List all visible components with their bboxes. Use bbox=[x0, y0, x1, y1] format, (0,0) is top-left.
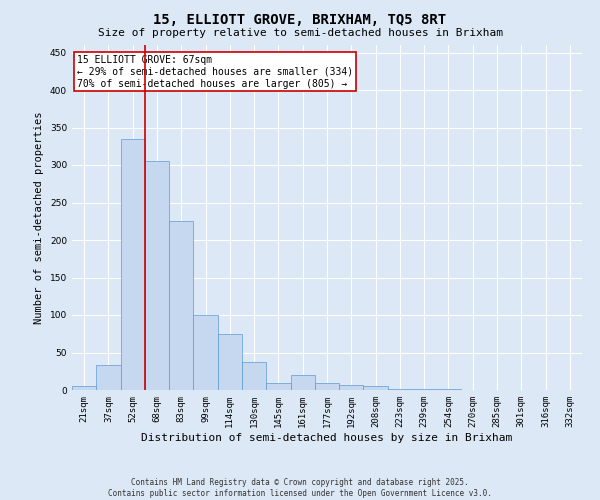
X-axis label: Distribution of semi-detached houses by size in Brixham: Distribution of semi-detached houses by … bbox=[142, 432, 512, 442]
Y-axis label: Number of semi-detached properties: Number of semi-detached properties bbox=[34, 112, 44, 324]
Bar bbox=[436, 389, 461, 390]
Bar bbox=[121, 138, 145, 390]
Bar bbox=[193, 315, 218, 390]
Bar bbox=[412, 389, 436, 390]
Bar bbox=[242, 362, 266, 390]
Text: Size of property relative to semi-detached houses in Brixham: Size of property relative to semi-detach… bbox=[97, 28, 503, 38]
Bar bbox=[72, 386, 96, 390]
Bar bbox=[266, 382, 290, 390]
Bar bbox=[218, 334, 242, 390]
Bar bbox=[169, 221, 193, 390]
Bar bbox=[364, 386, 388, 390]
Text: 15, ELLIOTT GROVE, BRIXHAM, TQ5 8RT: 15, ELLIOTT GROVE, BRIXHAM, TQ5 8RT bbox=[154, 12, 446, 26]
Text: 15 ELLIOTT GROVE: 67sqm
← 29% of semi-detached houses are smaller (334)
70% of s: 15 ELLIOTT GROVE: 67sqm ← 29% of semi-de… bbox=[77, 56, 353, 88]
Bar bbox=[290, 375, 315, 390]
Bar bbox=[145, 161, 169, 390]
Bar bbox=[388, 388, 412, 390]
Text: Contains HM Land Registry data © Crown copyright and database right 2025.
Contai: Contains HM Land Registry data © Crown c… bbox=[108, 478, 492, 498]
Bar bbox=[96, 365, 121, 390]
Bar bbox=[339, 385, 364, 390]
Bar bbox=[315, 382, 339, 390]
